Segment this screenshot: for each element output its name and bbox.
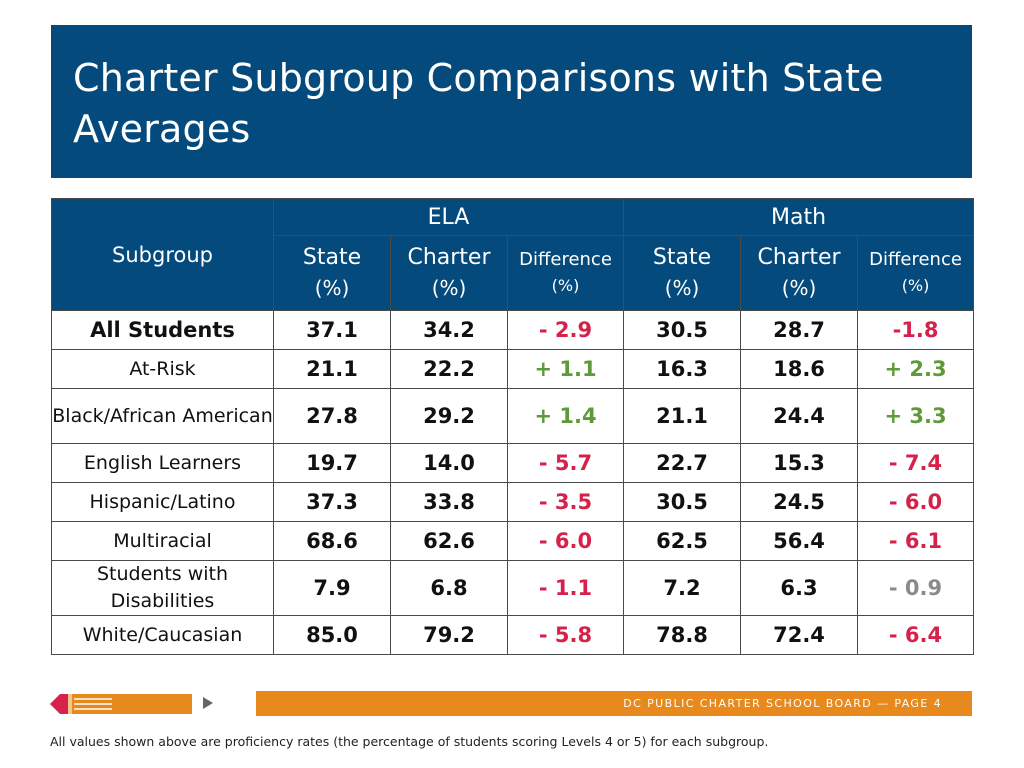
table-row: Students with Disabilities 7.9 6.8 - 1.1… xyxy=(51,560,975,616)
math-difference-header: Difference (%) xyxy=(857,235,975,311)
page-title: Charter Subgroup Comparisons with State … xyxy=(73,56,884,151)
ela-difference-value: - 1.1 xyxy=(506,560,625,616)
table-row: Multiracial 68.6 62.6 - 6.0 62.5 56.4 - … xyxy=(51,521,975,561)
math-state-header: State (%) xyxy=(623,235,742,311)
ela-difference-value: + 1.4 xyxy=(506,388,625,444)
math-difference-value: + 2.3 xyxy=(857,349,975,389)
table-row: All Students 37.1 34.2 - 2.9 30.5 28.7 -… xyxy=(51,310,975,350)
ela-charter-value: 29.2 xyxy=(390,388,508,444)
pencil-icon xyxy=(50,694,192,714)
math-state-value: 16.3 xyxy=(623,349,742,389)
ela-state-value: 7.9 xyxy=(273,560,391,616)
ela-charter-value: 6.8 xyxy=(390,560,508,616)
ela-state-value: 37.1 xyxy=(273,310,391,350)
table-row: Hispanic/Latino 37.3 33.8 - 3.5 30.5 24.… xyxy=(51,482,975,522)
ela-state-header: State (%) xyxy=(273,235,391,311)
math-charter-value: 18.6 xyxy=(740,349,859,389)
subgroup-header: Subgroup xyxy=(51,198,274,311)
subgroup-label: Black/African American xyxy=(51,388,274,444)
math-charter-value: 15.3 xyxy=(740,443,859,483)
math-difference-value: - 0.9 xyxy=(857,560,975,616)
subgroup-label: White/Caucasian xyxy=(51,615,274,655)
ela-difference-value: - 5.8 xyxy=(506,615,625,655)
ela-charter-value: 14.0 xyxy=(390,443,508,483)
ela-charter-value: 33.8 xyxy=(390,482,508,522)
table-row: White/Caucasian 85.0 79.2 - 5.8 78.8 72.… xyxy=(51,615,975,655)
subgroup-label: Hispanic/Latino xyxy=(51,482,274,522)
ela-charter-header: Charter (%) xyxy=(390,235,508,311)
math-state-value: 62.5 xyxy=(623,521,742,561)
table-row: At-Risk 21.1 22.2 + 1.1 16.3 18.6 + 2.3 xyxy=(51,349,975,389)
ela-state-value: 21.1 xyxy=(273,349,391,389)
ela-charter-value: 22.2 xyxy=(390,349,508,389)
subgroup-label: Multiracial xyxy=(51,521,274,561)
ela-state-value: 27.8 xyxy=(273,388,391,444)
math-difference-value: - 6.1 xyxy=(857,521,975,561)
math-difference-value: - 6.4 xyxy=(857,615,975,655)
table-row: Black/African American 27.8 29.2 + 1.4 2… xyxy=(51,388,975,444)
math-charter-value: 56.4 xyxy=(740,521,859,561)
ela-difference-value: - 6.0 xyxy=(506,521,625,561)
math-charter-header: Charter (%) xyxy=(740,235,859,311)
ela-difference-value: + 1.1 xyxy=(506,349,625,389)
math-difference-value: - 7.4 xyxy=(857,443,975,483)
title-banner: Charter Subgroup Comparisons with State … xyxy=(51,25,972,178)
math-charter-value: 72.4 xyxy=(740,615,859,655)
math-charter-value: 24.5 xyxy=(740,482,859,522)
ela-difference-value: - 2.9 xyxy=(506,310,625,350)
ela-charter-value: 79.2 xyxy=(390,615,508,655)
ela-charter-value: 34.2 xyxy=(390,310,508,350)
ela-difference-value: - 5.7 xyxy=(506,443,625,483)
math-charter-value: 28.7 xyxy=(740,310,859,350)
math-difference-value: - 6.0 xyxy=(857,482,975,522)
math-charter-value: 24.4 xyxy=(740,388,859,444)
ela-difference-value: - 3.5 xyxy=(506,482,625,522)
footer-text: DC PUBLIC CHARTER SCHOOL BOARD — PAGE 4 xyxy=(623,697,942,710)
math-state-value: 30.5 xyxy=(623,310,742,350)
subgroup-label: English Learners xyxy=(51,443,274,483)
comparison-table: Subgroup ELA Math State (%) Charter (%) Di… xyxy=(51,198,975,655)
ela-charter-value: 62.6 xyxy=(390,521,508,561)
ela-state-value: 37.3 xyxy=(273,482,391,522)
math-state-value: 21.1 xyxy=(623,388,742,444)
subgroup-label: All Students xyxy=(51,310,274,350)
math-difference-value: -1.8 xyxy=(857,310,975,350)
math-group-header: Math xyxy=(623,198,975,236)
math-state-value: 7.2 xyxy=(623,560,742,616)
ela-state-value: 19.7 xyxy=(273,443,391,483)
subgroup-label: At-Risk xyxy=(51,349,274,389)
math-difference-value: + 3.3 xyxy=(857,388,975,444)
footer-bar: DC PUBLIC CHARTER SCHOOL BOARD — PAGE 4 xyxy=(256,691,972,716)
table-row: English Learners 19.7 14.0 - 5.7 22.7 15… xyxy=(51,443,975,483)
ela-state-value: 85.0 xyxy=(273,615,391,655)
footnote: All values shown above are proficiency r… xyxy=(50,734,769,749)
subgroup-label: Students with Disabilities xyxy=(51,560,274,616)
ela-state-value: 68.6 xyxy=(273,521,391,561)
math-state-value: 78.8 xyxy=(623,615,742,655)
math-state-value: 30.5 xyxy=(623,482,742,522)
math-charter-value: 6.3 xyxy=(740,560,859,616)
ela-difference-header: Difference (%) xyxy=(506,235,625,311)
math-state-value: 22.7 xyxy=(623,443,742,483)
ela-group-header: ELA xyxy=(272,198,625,236)
arrow-right-icon xyxy=(203,697,213,709)
